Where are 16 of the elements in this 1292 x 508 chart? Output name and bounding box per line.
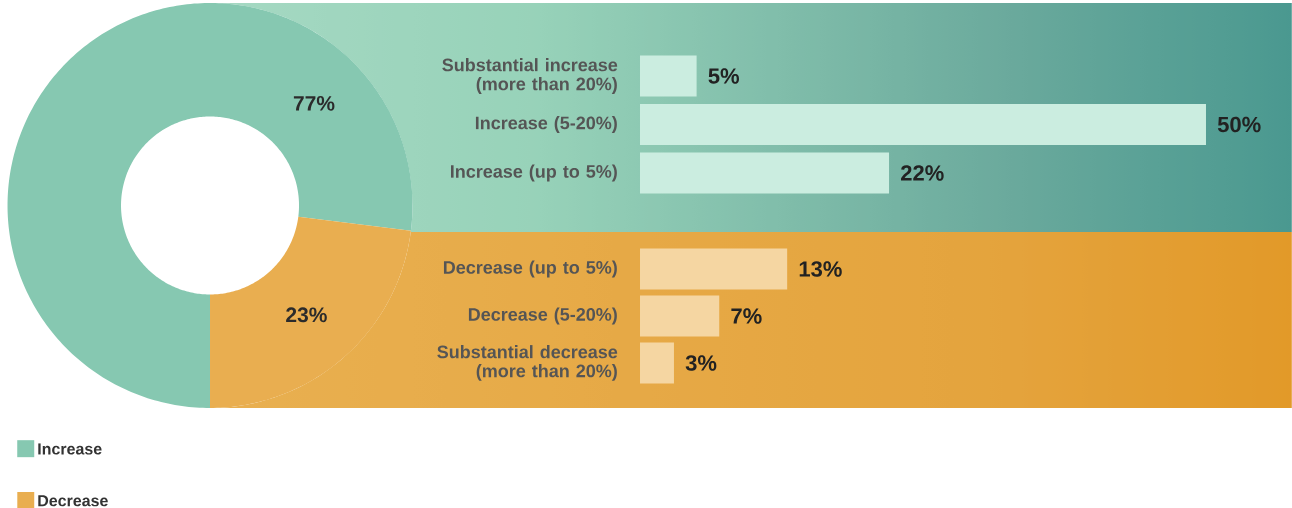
data-label: 13% — [799, 261, 842, 277]
y-tick-label: Substantial decrease (more than 20%) — [437, 345, 618, 381]
legend-label: Increase — [38, 443, 102, 455]
y-tick-label: Decrease (5-20%) — [468, 307, 617, 325]
legend-label: Decrease — [38, 495, 108, 507]
data-label: 50% — [1217, 116, 1261, 133]
y-tick-label: Increase (up to 5%) — [450, 164, 617, 182]
data-label: 23% — [286, 307, 327, 323]
data-label: 3% — [685, 355, 717, 371]
y-tick-label: Increase (5-20%) — [475, 116, 617, 133]
data-label: 77% — [293, 95, 335, 111]
y-tick-label: Substantial increase (more than 20%) — [442, 58, 618, 94]
data-label: 22% — [901, 165, 944, 181]
data-label: 5% — [708, 68, 740, 84]
data-label: 7% — [731, 308, 762, 324]
y-tick-label: Decrease (up to 5%) — [443, 260, 617, 278]
